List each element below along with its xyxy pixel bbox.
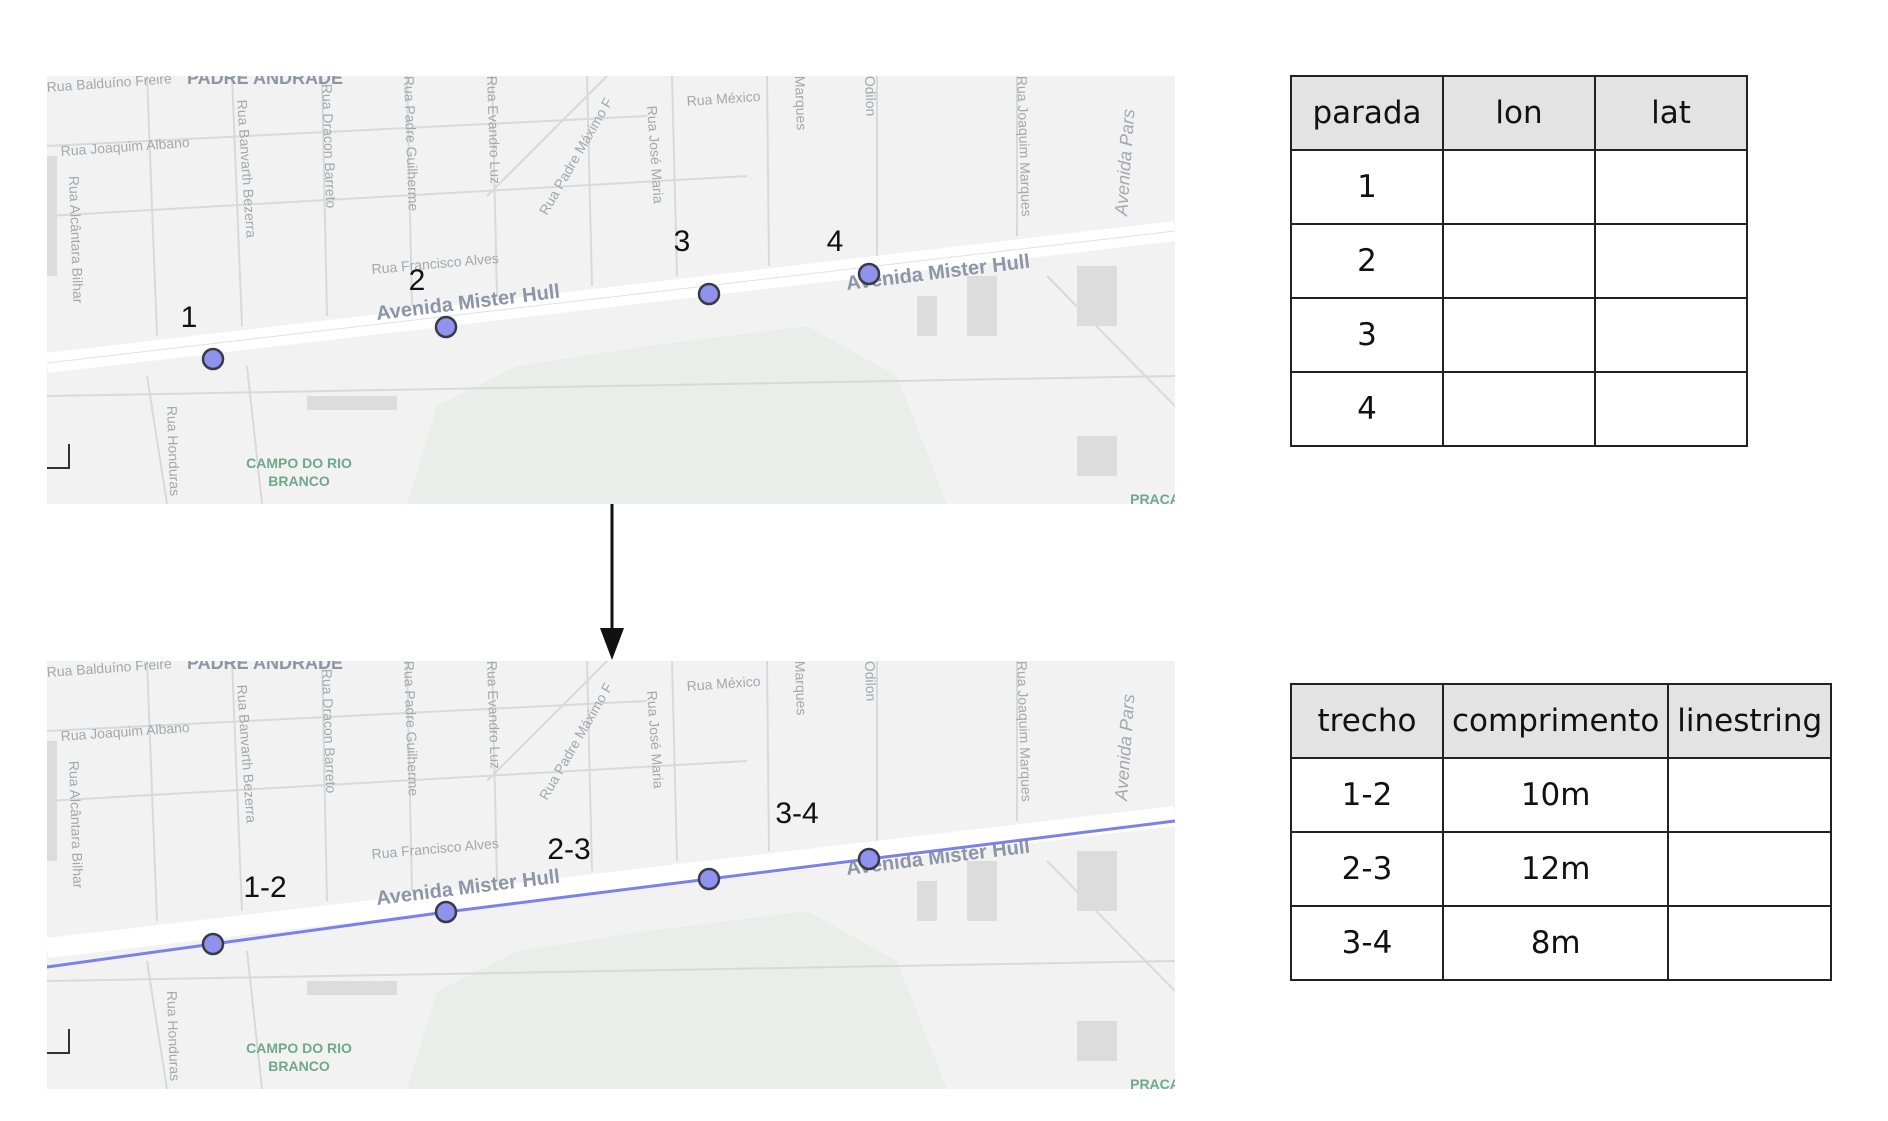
street-label: Rua Dracon Barreto	[319, 669, 339, 794]
table-header-row: trecho comprimento linestring	[1290, 683, 1833, 759]
segment-node-4[interactable]	[857, 847, 881, 871]
street-label: Rua Padre Guilherme	[401, 661, 422, 797]
street-label: Rua Padre Guilherme	[401, 76, 422, 212]
stop-point-1[interactable]	[201, 347, 225, 371]
cell-lat	[1594, 223, 1748, 299]
header-linestring: linestring	[1667, 683, 1833, 759]
map-attribution-corner	[47, 444, 70, 469]
segment-node-3[interactable]	[697, 867, 721, 891]
route-linestring[interactable]	[47, 819, 1175, 969]
cell-lon	[1442, 371, 1596, 447]
table-row: 2-3 12m	[1290, 831, 1833, 907]
street-label: Rua Evandro Luz	[484, 661, 504, 769]
table-row: 3-4 8m	[1290, 905, 1833, 981]
street-label: Rua México	[686, 88, 761, 109]
segments-table: trecho comprimento linestring 1-2 10m 2-…	[1290, 683, 1833, 981]
stop-label-4: 4	[827, 225, 844, 258]
street-label: Rua Dracon Barreto	[319, 84, 339, 209]
street-label: Odilon	[862, 76, 879, 117]
park-label: CAMPO DO RIO	[246, 1040, 352, 1056]
street-label: Marques	[792, 76, 810, 131]
table-header-row: parada lon lat	[1290, 75, 1748, 151]
header-trecho: trecho	[1290, 683, 1444, 759]
cell-comprimento: 12m	[1441, 831, 1670, 907]
cell-comprimento: 10m	[1441, 757, 1670, 833]
basemap-stops: Rua Balduíno Freire Rua Joaquim Albano R…	[47, 76, 1175, 504]
street-label: Rua Alcântara Bilhar	[66, 176, 86, 304]
cell-comprimento: 8m	[1441, 905, 1670, 981]
praca-label: PRAÇA	[1130, 1076, 1175, 1089]
stop-label-2: 2	[409, 264, 426, 297]
table-row: 1	[1290, 149, 1748, 225]
street-label: Rua Joaquim Marques	[1014, 76, 1035, 217]
street-label: Odilon	[862, 661, 879, 702]
stop-point-3[interactable]	[697, 282, 721, 306]
cell-parada: 1	[1290, 149, 1444, 225]
stop-point-4[interactable]	[857, 262, 881, 286]
cell-linestring	[1667, 831, 1833, 907]
street-label: Marques	[792, 661, 810, 716]
cell-parada: 2	[1290, 223, 1444, 299]
header-parada: parada	[1290, 75, 1444, 151]
stop-label-1: 1	[181, 301, 198, 334]
cell-lon	[1442, 223, 1596, 299]
header-lon: lon	[1442, 75, 1596, 151]
cell-parada: 3	[1290, 297, 1444, 373]
header-lat: lat	[1594, 75, 1748, 151]
segment-node-2[interactable]	[434, 900, 458, 924]
cell-lat	[1594, 297, 1748, 373]
cell-trecho: 3-4	[1290, 905, 1444, 981]
street-label: Rua Alcântara Bilhar	[66, 761, 86, 889]
street-label: Rua Honduras	[164, 991, 183, 1082]
cell-lon	[1442, 149, 1596, 225]
street-label: Rua México	[686, 673, 761, 694]
table-row: 1-2 10m	[1290, 757, 1833, 833]
cell-lat	[1594, 371, 1748, 447]
cell-trecho: 2-3	[1290, 831, 1444, 907]
park-label: BRANCO	[268, 1058, 330, 1074]
praca-label: PRAÇA	[1130, 491, 1175, 504]
stop-label-3: 3	[674, 225, 691, 258]
park-label: BRANCO	[268, 473, 330, 489]
map-stops: Rua Balduíno Freire Rua Joaquim Albano R…	[47, 76, 1175, 504]
park-label: CAMPO DO RIO	[246, 455, 352, 471]
cell-parada: 4	[1290, 371, 1444, 447]
segment-label-3-4: 3-4	[775, 797, 818, 830]
street-label: Rua Honduras	[164, 406, 183, 497]
stops-table: parada lon lat 1 2 3 4	[1290, 75, 1748, 447]
table-row: 2	[1290, 223, 1748, 299]
cell-linestring	[1667, 905, 1833, 981]
basemap-segments: Rua Balduíno Freire Rua Joaquim Albano R…	[47, 661, 1175, 1089]
street-label: Rua José Maria	[644, 105, 667, 204]
street-label: Rua Joaquim Marques	[1014, 661, 1035, 802]
segment-label-2-3: 2-3	[547, 833, 590, 866]
header-comprimento: comprimento	[1441, 683, 1670, 759]
neighborhood-label: PADRE ANDRADE	[187, 661, 343, 673]
cell-linestring	[1667, 757, 1833, 833]
map-segments: Rua Balduíno Freire Rua Joaquim Albano R…	[47, 661, 1175, 1089]
street-label: Rua José Maria	[644, 690, 667, 789]
table-row: 3	[1290, 297, 1748, 373]
stop-point-2[interactable]	[434, 315, 458, 339]
neighborhood-label: PADRE ANDRADE	[187, 76, 343, 88]
table-row: 4	[1290, 371, 1748, 447]
cell-lon	[1442, 297, 1596, 373]
cell-lat	[1594, 149, 1748, 225]
segment-node-1[interactable]	[201, 932, 225, 956]
segment-label-1-2: 1-2	[243, 871, 286, 904]
cell-trecho: 1-2	[1290, 757, 1444, 833]
map-attribution-corner	[47, 1029, 70, 1054]
street-label: Rua Evandro Luz	[484, 76, 504, 184]
